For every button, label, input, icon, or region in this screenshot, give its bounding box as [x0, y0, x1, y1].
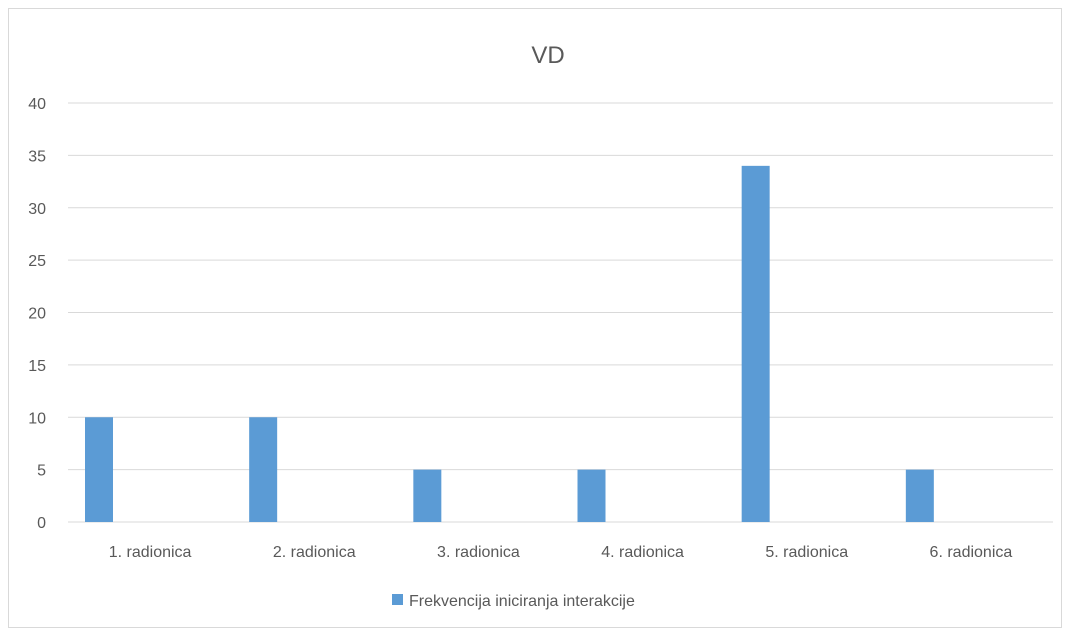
bar	[577, 469, 606, 522]
y-tick-label: 35	[28, 148, 46, 165]
y-tick-label: 40	[28, 96, 46, 113]
y-tick-label: 25	[28, 253, 46, 270]
bar	[249, 417, 278, 522]
y-axis-ticks: 0 5 10 15 20 25 30 35 40	[28, 96, 46, 532]
legend: Frekvencija iniciranja interakcije	[392, 593, 635, 610]
bar	[85, 417, 113, 522]
y-tick-label: 0	[37, 515, 46, 532]
bars	[85, 165, 934, 522]
x-tick-label: 2. radionica	[273, 544, 356, 561]
chart-title: VD	[531, 42, 564, 69]
bar	[413, 469, 442, 522]
x-tick-label: 1. radionica	[109, 544, 192, 561]
legend-label: Frekvencija iniciranja interakcije	[409, 593, 635, 610]
legend-swatch	[392, 594, 403, 605]
x-tick-label: 6. radionica	[930, 544, 1013, 561]
x-axis-ticks: 1. radionica 2. radionica 3. radionica 4. r…	[109, 544, 1013, 561]
y-tick-label: 10	[28, 410, 46, 427]
chart-frame	[8, 8, 1062, 628]
y-tick-label: 5	[37, 463, 46, 480]
y-tick-label: 30	[28, 201, 46, 218]
bar	[905, 469, 934, 522]
x-tick-label: 5. radionica	[765, 544, 848, 561]
gridlines	[68, 102, 1053, 523]
y-tick-label: 20	[28, 306, 46, 323]
y-tick-label: 15	[28, 358, 46, 375]
x-tick-label: 4. radionica	[601, 544, 684, 561]
bar	[741, 165, 770, 522]
x-tick-label: 3. radionica	[437, 544, 520, 561]
